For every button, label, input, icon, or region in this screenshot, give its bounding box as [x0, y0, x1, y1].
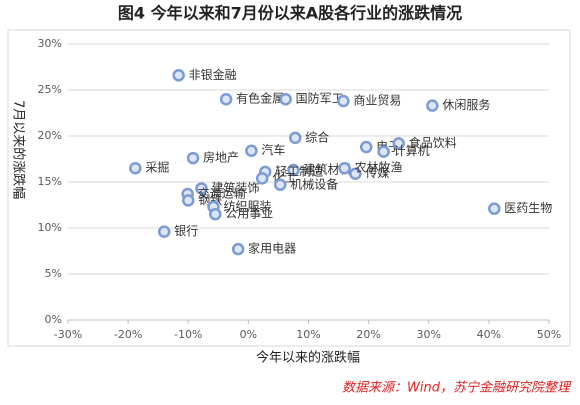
point-label: 纺织服装 [224, 199, 272, 213]
point [157, 225, 171, 238]
point [392, 137, 405, 150]
chart-title: 图4 今年以来和7月份以来A股各行业的涨跌情况 [118, 4, 462, 23]
point-label: 公用事业 [225, 207, 273, 221]
point-label: 农林牧渔 [355, 161, 403, 175]
x-tick-label: 50% [537, 328, 561, 341]
point [182, 194, 195, 207]
point [195, 182, 208, 195]
point [287, 163, 300, 177]
x-tick-label: 30% [417, 328, 441, 341]
point [338, 161, 351, 175]
point [231, 242, 245, 256]
point-label: 医药生物 [504, 201, 552, 215]
x-tick-label: -20% [114, 328, 142, 341]
point [245, 144, 258, 157]
point [337, 94, 350, 108]
y-tick-label: 0% [45, 313, 62, 326]
chart-frame [7, 29, 571, 347]
y-tick-label: 30% [38, 37, 62, 50]
y-tick-label: 25% [38, 83, 62, 96]
point-label: 采掘 [145, 160, 169, 175]
source-note: 数据来源：Wind，苏宁金融研究院整理 [342, 380, 572, 396]
y-tick-label: 5% [45, 267, 62, 280]
x-tick-label: 0% [240, 328, 257, 341]
point-label: 家用电器 [248, 241, 296, 256]
point [349, 167, 362, 180]
point [289, 131, 302, 145]
y-tick-label: 20% [38, 129, 62, 142]
point-label: 有色金属 [236, 91, 284, 106]
x-tick-label: -30% [54, 328, 82, 341]
point-label: 轻工制造 [275, 164, 323, 178]
point [172, 69, 185, 82]
x-axis-label: 今年以来的涨跌幅 [256, 350, 360, 366]
point [426, 99, 439, 112]
point-label: 综合 [305, 129, 329, 144]
point-label: 非银金融 [189, 67, 237, 82]
point [273, 178, 287, 192]
point [209, 207, 222, 221]
point-label: 计算机 [394, 143, 430, 158]
point [377, 145, 390, 158]
point-label: 休闲服务 [442, 97, 490, 112]
point-label: 传媒 [365, 165, 389, 180]
point-label: 房地产 [203, 150, 239, 165]
point-label: 国防军工 [296, 91, 344, 106]
x-tick-label: -10% [174, 328, 202, 341]
y-tick-label: 15% [38, 175, 62, 188]
point [279, 92, 292, 106]
point-label: 机械设备 [290, 176, 338, 191]
point [219, 92, 233, 106]
point-label: 汽车 [261, 142, 285, 157]
point [129, 161, 142, 175]
y-axis-label: 7月以来的涨跌幅 [11, 100, 27, 199]
x-tick-label: 20% [356, 328, 380, 341]
point-label: 建筑装饰 [211, 180, 259, 195]
point-label: 银行 [174, 224, 198, 238]
point-label: 商业贸易 [353, 93, 401, 108]
point [255, 172, 269, 185]
point [186, 151, 200, 165]
x-tick-label: 10% [296, 328, 320, 341]
y-tick-label: 10% [38, 221, 62, 234]
point-label: 交通运输 [198, 185, 246, 200]
point [359, 140, 373, 154]
point-label: 食品饮料 [409, 135, 457, 150]
x-tick-label: 40% [477, 328, 501, 341]
point [488, 202, 501, 215]
